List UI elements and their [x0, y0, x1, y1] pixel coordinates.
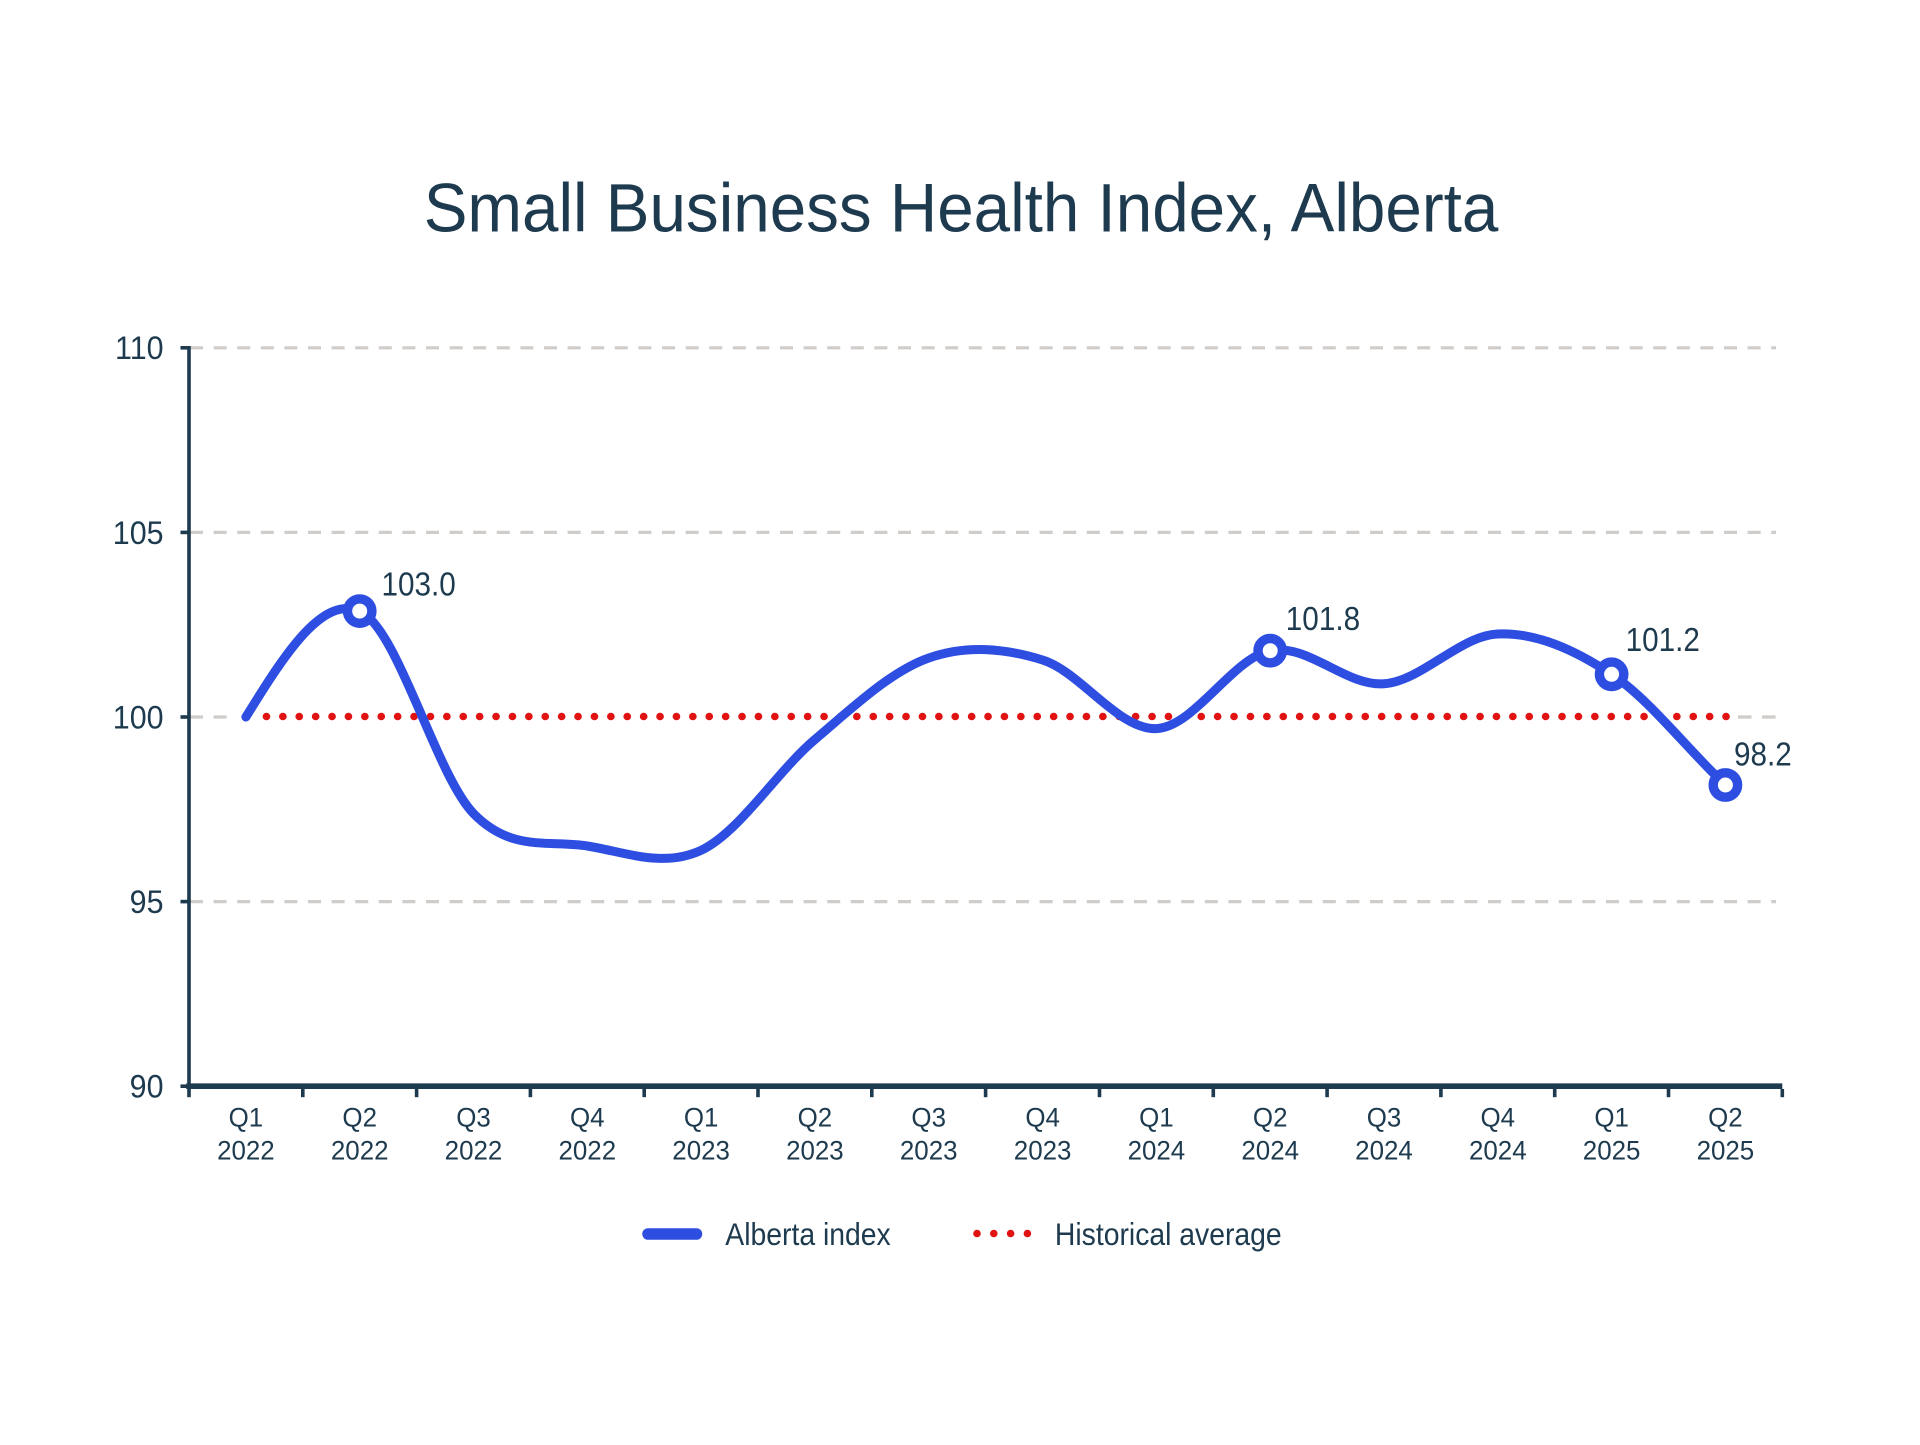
svg-text:Q1: Q1 — [684, 1102, 719, 1133]
svg-text:110: 110 — [115, 330, 163, 366]
svg-text:2023: 2023 — [672, 1135, 730, 1166]
svg-text:2024: 2024 — [1128, 1135, 1186, 1166]
svg-text:2025: 2025 — [1583, 1135, 1641, 1166]
svg-text:2024: 2024 — [1355, 1135, 1413, 1166]
svg-text:98.2: 98.2 — [1734, 736, 1792, 773]
svg-text:Q1: Q1 — [1139, 1102, 1174, 1133]
svg-text:2022: 2022 — [217, 1135, 275, 1166]
svg-text:95: 95 — [130, 884, 164, 920]
svg-text:Q1: Q1 — [1594, 1102, 1629, 1133]
svg-text:Q2: Q2 — [342, 1102, 377, 1133]
svg-text:Small Business Health Index, A: Small Business Health Index, Alberta — [424, 170, 1499, 247]
svg-text:2022: 2022 — [558, 1135, 616, 1166]
svg-text:101.2: 101.2 — [1626, 622, 1700, 659]
svg-text:Alberta index: Alberta index — [725, 1218, 890, 1253]
svg-text:Historical average: Historical average — [1055, 1218, 1282, 1253]
svg-text:Q3: Q3 — [911, 1102, 946, 1133]
svg-text:Q4: Q4 — [1481, 1102, 1516, 1133]
svg-text:Q4: Q4 — [1025, 1102, 1060, 1133]
svg-text:105: 105 — [113, 515, 164, 551]
svg-text:101.8: 101.8 — [1286, 601, 1360, 638]
svg-text:Q2: Q2 — [1708, 1102, 1743, 1133]
svg-text:100: 100 — [113, 700, 164, 736]
svg-text:103.0: 103.0 — [382, 566, 456, 603]
svg-text:2023: 2023 — [1014, 1135, 1072, 1166]
svg-text:2024: 2024 — [1469, 1135, 1527, 1166]
svg-text:2023: 2023 — [786, 1135, 844, 1166]
svg-text:2022: 2022 — [445, 1135, 503, 1166]
svg-text:Q2: Q2 — [798, 1102, 833, 1133]
svg-text:90: 90 — [130, 1069, 164, 1105]
svg-text:Q4: Q4 — [570, 1102, 605, 1133]
svg-text:Q1: Q1 — [229, 1102, 264, 1133]
svg-text:Q3: Q3 — [456, 1102, 491, 1133]
svg-text:2024: 2024 — [1241, 1135, 1299, 1166]
svg-text:2022: 2022 — [331, 1135, 389, 1166]
svg-text:2025: 2025 — [1697, 1135, 1755, 1166]
svg-text:Q3: Q3 — [1367, 1102, 1402, 1133]
svg-text:2023: 2023 — [900, 1135, 958, 1166]
svg-text:Q2: Q2 — [1253, 1102, 1288, 1133]
